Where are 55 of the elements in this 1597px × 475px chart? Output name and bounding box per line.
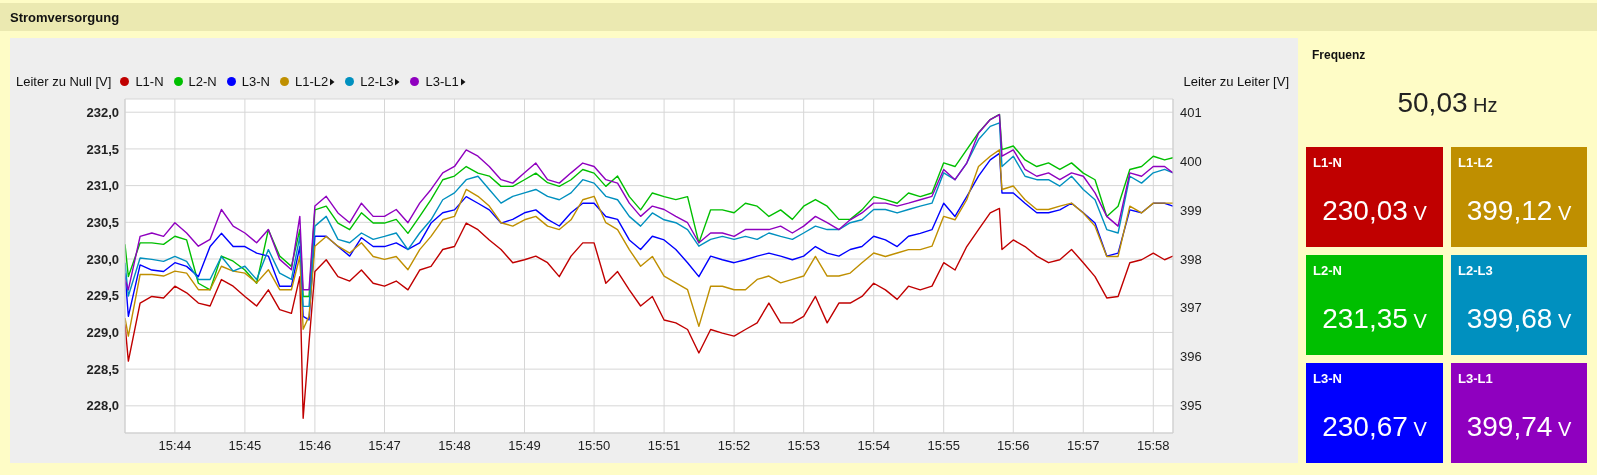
text: 231,35 V (1322, 303, 1427, 334)
y-tick-label: 231,5 (86, 141, 119, 157)
line-series (125, 207, 1173, 420)
legend-label: L1-N (135, 74, 164, 89)
legend-label: L3-N (241, 74, 270, 89)
text: 50,03 Hz (1397, 87, 1498, 118)
x-tick-label: 15:53 (787, 438, 820, 454)
x-tick-label: 15:50 (577, 438, 611, 454)
y2-tick-label: 400 (1180, 153, 1202, 169)
legend-label: L2-L3 (360, 74, 394, 89)
y-tick-label: 229,5 (86, 288, 119, 304)
x-tick-label: 15:45 (228, 438, 262, 454)
x-tick-label: 15:46 (298, 438, 332, 454)
category-label: L1-L2 (1458, 155, 1493, 170)
text: 399,74 V (1466, 411, 1572, 442)
text: Frequenz (1312, 48, 1366, 62)
legend-label: L2-N (188, 74, 217, 89)
category-label: L2-L3 (1458, 263, 1493, 278)
x-tick-label: 15:48 (438, 438, 471, 454)
x-tick-label: 15:51 (647, 438, 681, 454)
x-tick-label: 15:56 (997, 438, 1030, 454)
y-tick-label: 228,0 (86, 398, 119, 414)
x-tick-label: 15:47 (368, 438, 401, 454)
y-axis-title: Leiter zu Null [V] (16, 74, 112, 89)
legend-label: L3-L1 (425, 74, 459, 89)
x-tick-label: 15:58 (1137, 438, 1170, 454)
category-label: L1-N (1313, 155, 1342, 170)
y-tick-label: 231,0 (86, 178, 119, 194)
x-tick-label: 15:52 (717, 438, 751, 454)
y-tick-label: 229,0 (86, 325, 119, 341)
y-tick-label: 232,0 (86, 104, 119, 120)
y2-tick-label: 395 (1180, 398, 1202, 414)
x-tick-label: 15:49 (508, 438, 541, 454)
chart-title: Stromversorgung (10, 10, 120, 25)
legend-label: L1-L2 (294, 74, 329, 89)
x-tick-label: 15:55 (927, 438, 960, 454)
text: 230,03 V (1322, 195, 1427, 226)
category-label: L3-N (1313, 371, 1342, 386)
y2-tick-label: 398 (1180, 251, 1202, 267)
text: 230,67 V (1322, 411, 1427, 442)
x-tick-label: 15:44 (158, 438, 192, 454)
y2-tick-label: 397 (1180, 300, 1202, 316)
category-label: L3-L1 (1458, 371, 1493, 386)
x-tick-label: 15:57 (1067, 438, 1100, 454)
y-tick-label: 230,5 (86, 214, 119, 230)
text: 399,68 V (1466, 303, 1572, 334)
y2-tick-label: 399 (1180, 202, 1202, 218)
category-label: L2-N (1313, 263, 1342, 278)
text: 399,12 V (1466, 195, 1572, 226)
y-tick-label: 228,5 (86, 361, 119, 377)
x-tick-label: 15:54 (857, 438, 890, 454)
y2-axis-title: Leiter zu Leiter [V] (1183, 73, 1289, 90)
y2-tick-label: 401 (1180, 104, 1202, 120)
y2-tick-label: 396 (1180, 349, 1202, 365)
y-tick-label: 230,0 (86, 251, 119, 267)
